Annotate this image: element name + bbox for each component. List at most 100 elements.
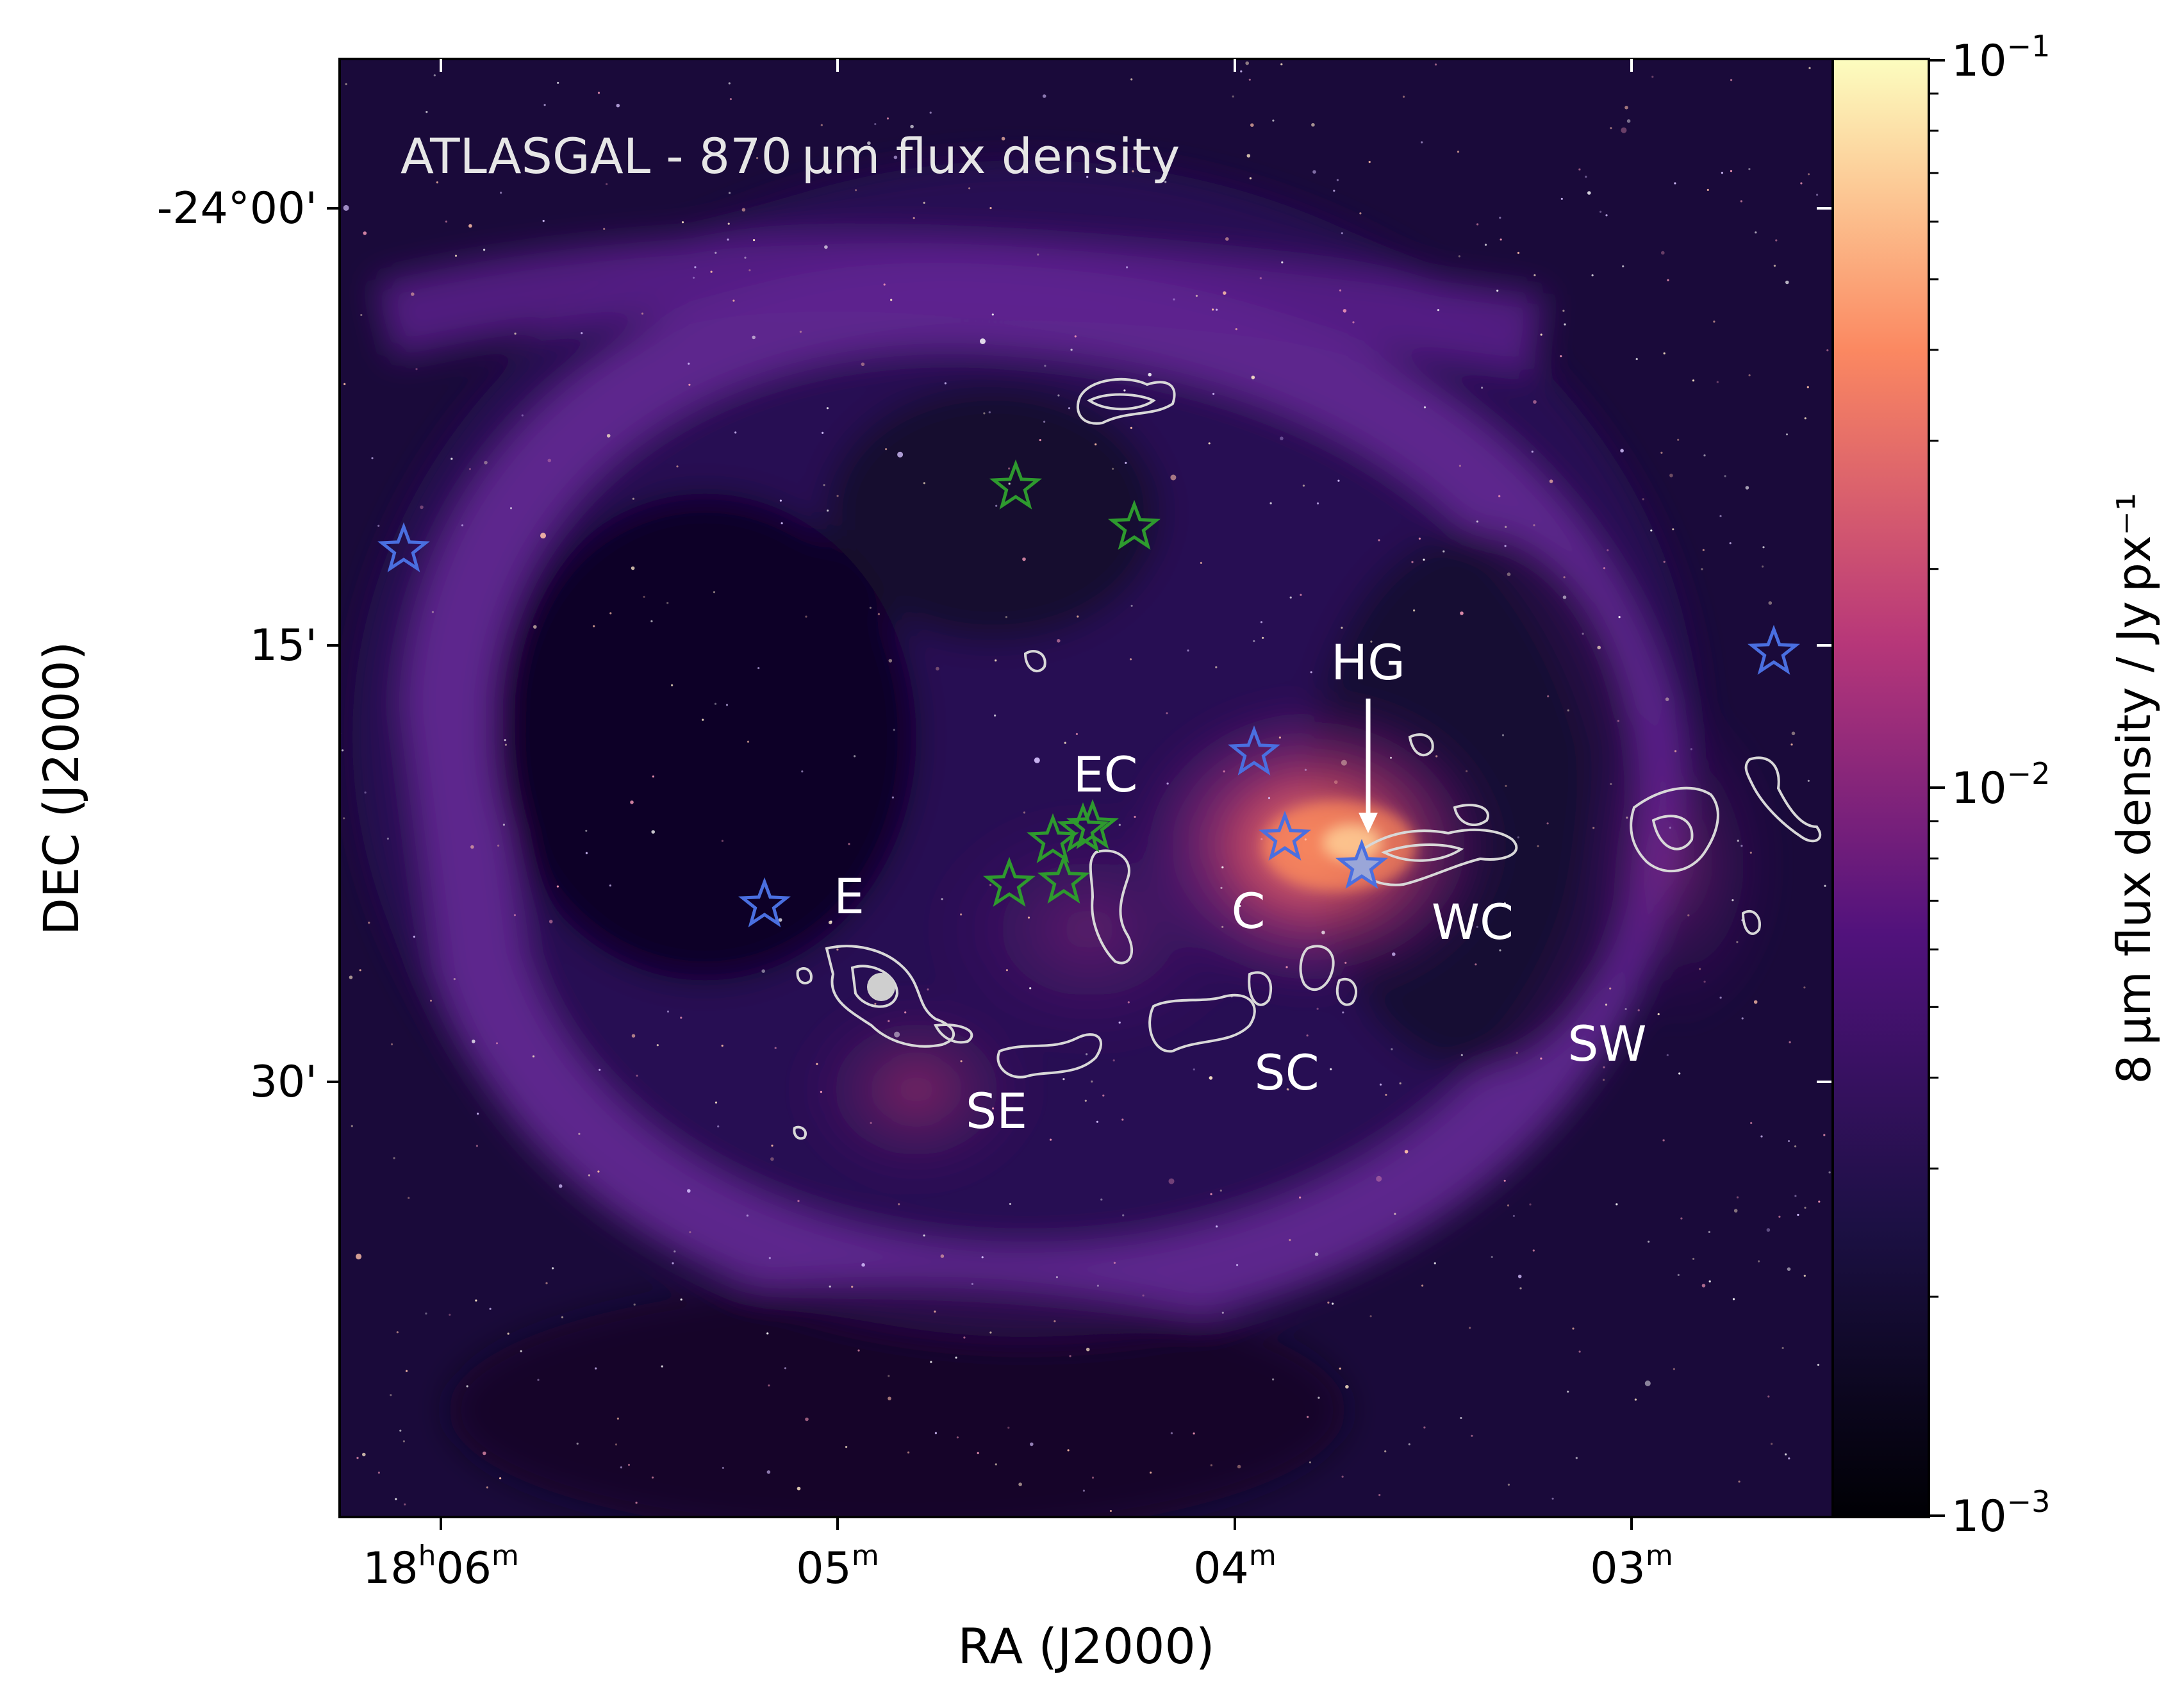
field-star (661, 1365, 663, 1368)
field-star (1018, 1482, 1022, 1486)
contour-wc (1380, 843, 1464, 862)
field-star (1622, 265, 1624, 268)
field-star (1567, 709, 1569, 712)
field-star (450, 458, 453, 460)
field-star (886, 117, 889, 120)
field-star (1496, 289, 1499, 292)
field-star (725, 704, 729, 706)
field-star (1142, 1294, 1145, 1297)
field-star (1269, 502, 1272, 504)
field-star (1624, 1007, 1627, 1011)
field-star (923, 482, 925, 485)
field-star (1148, 372, 1152, 377)
field-star (801, 770, 804, 773)
field-star (1195, 294, 1198, 297)
field-star (1481, 386, 1484, 389)
field-star (1193, 1432, 1195, 1435)
field-star (1740, 845, 1743, 847)
field-star (829, 1285, 831, 1288)
field-star (674, 1250, 676, 1253)
field-star (805, 615, 807, 618)
field-star (971, 1282, 973, 1285)
field-star (1642, 498, 1644, 501)
field-star (1220, 886, 1223, 889)
field-star (1125, 461, 1127, 464)
field-star (1516, 1052, 1518, 1054)
field-star (1164, 181, 1167, 183)
field-star (396, 1331, 399, 1334)
field-star (1074, 335, 1077, 338)
field-star (1212, 308, 1214, 311)
region-label-sw: SW (1567, 1015, 1646, 1072)
field-star (1272, 119, 1275, 122)
green-star-marker (1037, 853, 1090, 904)
field-star (1312, 170, 1316, 174)
field-star (1736, 941, 1739, 943)
field-star (1587, 191, 1591, 195)
field-star (991, 313, 994, 316)
field-star (854, 755, 856, 758)
field-star (1049, 1138, 1052, 1141)
field-star (1458, 255, 1460, 258)
field-star (666, 1010, 670, 1013)
contour-north (1087, 393, 1156, 411)
field-star (436, 181, 439, 184)
colorbar-label: 8 μm flux density / Jy px⁻¹ (2107, 493, 2161, 1084)
field-star (857, 1349, 860, 1352)
field-star (632, 497, 635, 500)
field-star (1519, 1287, 1522, 1289)
field-star (1476, 520, 1478, 523)
field-star (484, 461, 488, 465)
field-star (1341, 626, 1343, 629)
field-star (1086, 176, 1089, 178)
field-star (1507, 1204, 1510, 1207)
field-star (1109, 1509, 1112, 1513)
field-star (1219, 1190, 1222, 1192)
field-star (822, 431, 824, 435)
field-star (411, 292, 415, 296)
field-star (643, 595, 645, 598)
field-star (1578, 1350, 1581, 1353)
field-star (1674, 182, 1676, 185)
field-star (1498, 495, 1501, 497)
field-star (609, 612, 612, 615)
field-star (1112, 1059, 1115, 1062)
field-star (521, 414, 524, 417)
field-star (1678, 1072, 1681, 1075)
field-star (500, 192, 502, 194)
field-star (1806, 386, 1809, 388)
field-star (504, 743, 508, 746)
field-star (1762, 565, 1764, 568)
field-star (784, 1367, 787, 1370)
field-star (766, 1470, 771, 1474)
field-star (1605, 1003, 1608, 1006)
field-star (343, 817, 345, 820)
field-star (1762, 546, 1765, 549)
field-star (1533, 400, 1537, 404)
field-star (449, 1313, 451, 1316)
field-star (1503, 902, 1506, 905)
field-star (893, 155, 898, 160)
field-star (1434, 1262, 1436, 1264)
field-star (1262, 636, 1264, 639)
field-star (1687, 914, 1690, 916)
field-star (1007, 1427, 1010, 1429)
field-star (1460, 1054, 1463, 1056)
field-star (585, 829, 588, 832)
field-star (1766, 1228, 1771, 1232)
field-star (836, 949, 839, 951)
field-star (1200, 561, 1202, 565)
field-star (907, 1451, 910, 1454)
field-star (1708, 1280, 1711, 1282)
field-star (753, 239, 756, 242)
field-star (770, 1157, 774, 1161)
field-star (1767, 1395, 1770, 1398)
field-star (1807, 173, 1810, 176)
field-star (1193, 1068, 1195, 1071)
field-star (630, 800, 634, 804)
field-star (885, 448, 888, 451)
field-star (845, 1446, 848, 1448)
field-star (343, 204, 349, 211)
field-star (1703, 981, 1706, 983)
field-star (595, 1367, 597, 1370)
